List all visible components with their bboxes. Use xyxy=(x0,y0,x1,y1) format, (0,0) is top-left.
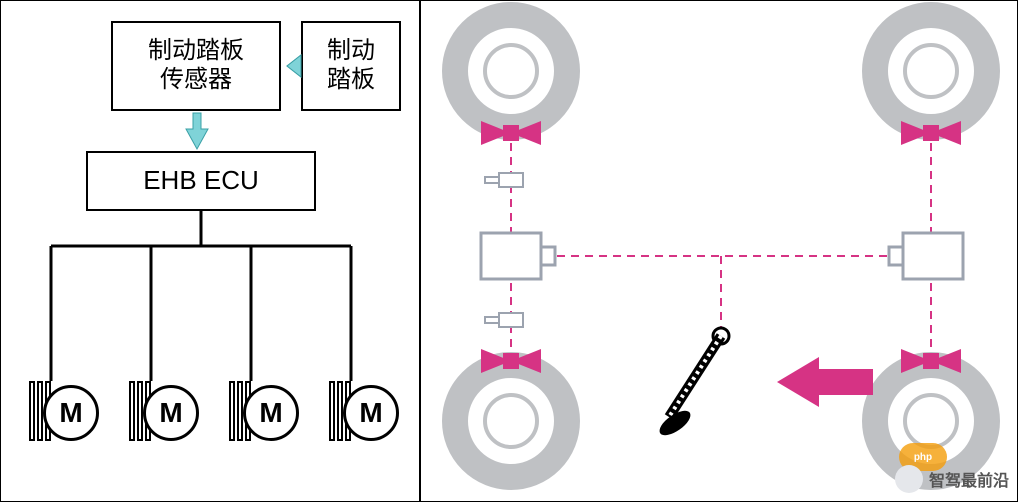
left-panel: 制动踏板 传感器 制动 踏板 EHB ECU M M xyxy=(0,0,420,502)
brake-pedal xyxy=(656,328,729,440)
master-cyl-left xyxy=(481,233,555,279)
fitting-bottom xyxy=(485,313,523,327)
watermark-text: 智驾最前沿 xyxy=(929,467,1009,491)
arrow-sensor-to-ecu xyxy=(186,113,208,149)
watermark-logo-icon xyxy=(895,465,923,493)
wheel-rl xyxy=(455,365,567,477)
watermark: 智驾最前沿 xyxy=(895,465,1009,493)
right-panel: php 智驾最前沿 xyxy=(420,0,1018,502)
input-arrow xyxy=(777,357,873,407)
motor-label: M xyxy=(43,385,99,441)
motor-1: M xyxy=(29,381,99,441)
motor-4: M xyxy=(329,381,399,441)
wheel-fl xyxy=(455,15,567,127)
motor-3: M xyxy=(229,381,299,441)
wheel-fr xyxy=(875,15,987,127)
motor-2: M xyxy=(129,381,199,441)
right-schematic xyxy=(421,1,1018,503)
fitting-top xyxy=(485,173,523,187)
master-cyl-right xyxy=(889,233,963,279)
diagram-container: 制动踏板 传感器 制动 踏板 EHB ECU M M xyxy=(0,0,1018,502)
